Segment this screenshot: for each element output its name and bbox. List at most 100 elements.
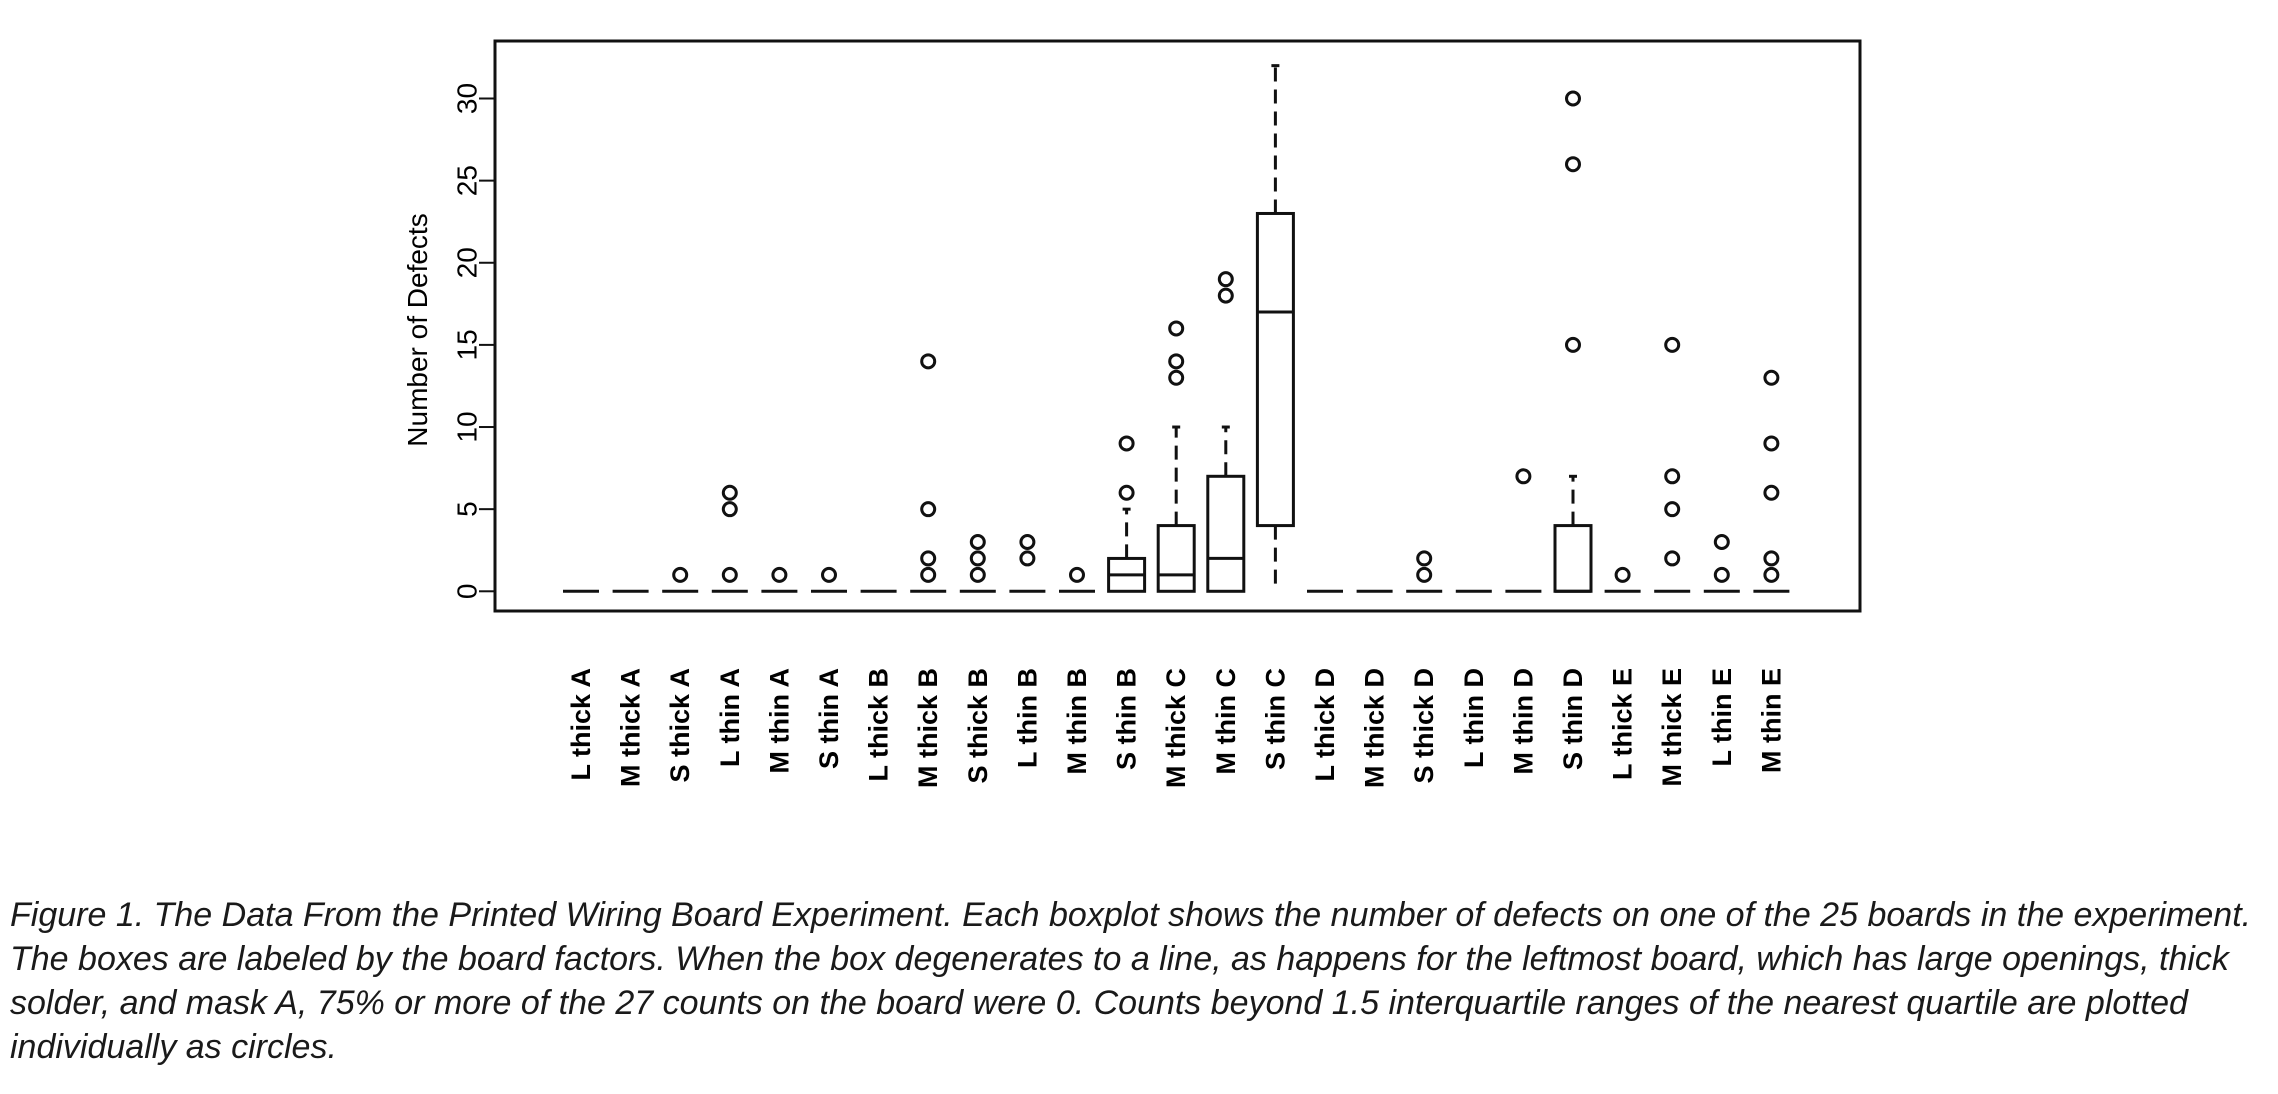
category-label: M thin E [1756, 668, 1786, 773]
figure-caption: Figure 1. The Data From the Printed Wiri… [10, 896, 2252, 1066]
boxplot-s-thin-b [1107, 435, 1147, 593]
category-label: S thin A [814, 668, 844, 769]
boxplot-s-thin-a [811, 566, 847, 593]
category-label: M thin B [1062, 668, 1092, 774]
outlier-point [1565, 156, 1581, 173]
outlier-point [1217, 271, 1234, 288]
y-tick-label: 30 [452, 83, 483, 114]
box [1156, 524, 1196, 593]
category-label: S thin C [1260, 668, 1290, 770]
category-label: M thick A [616, 668, 646, 787]
outlier-point [771, 566, 788, 583]
boxplot-m-thick-b [910, 353, 947, 593]
y-tick-label: 25 [452, 165, 483, 196]
outlier-point [721, 566, 738, 583]
category-label: S thick A [665, 668, 695, 783]
outlier-point [1664, 501, 1681, 518]
category-label: L thick E [1608, 668, 1638, 780]
boxplot-s-thick-d [1406, 550, 1443, 593]
outlier-point [1118, 484, 1135, 501]
outlier-point [1515, 468, 1532, 485]
outlier-point [1168, 369, 1185, 386]
box [1553, 524, 1593, 593]
outlier-point [920, 566, 937, 583]
outlier-point [1118, 435, 1135, 452]
outlier-point [969, 534, 986, 551]
outlier-point [969, 550, 986, 567]
category-label: L thick D [1310, 668, 1340, 782]
boxplot-m-thick-c [1156, 320, 1196, 593]
boxplot-m-thin-a [761, 566, 798, 593]
outlier-point [1713, 566, 1730, 583]
boxplot-s-thick-a [662, 566, 699, 593]
outlier-point [969, 566, 986, 583]
category-label: L thick A [566, 668, 596, 781]
boxplot-m-thin-d [1505, 468, 1542, 593]
outlier-point [1168, 320, 1185, 337]
category-label: L thin B [1012, 668, 1042, 768]
boxplot-chart: 0 5 10 15 20 25 30 Number of Defects L thick A… [402, 39, 1862, 788]
category-label: L thin A [715, 668, 745, 767]
outlier-point [672, 566, 689, 583]
boxplot-m-thick-e [1654, 336, 1691, 593]
outlier-point [1168, 353, 1185, 370]
boxplot-m-thin-e [1753, 369, 1790, 593]
outlier-point [721, 484, 738, 501]
outlier-point [1217, 287, 1234, 304]
category-label: M thick C [1161, 668, 1191, 788]
outlier-point [1565, 90, 1581, 107]
outlier-point [1565, 336, 1581, 353]
category-label: S thick B [963, 668, 993, 784]
category-label: L thin D [1459, 668, 1489, 768]
outlier-point [1664, 468, 1681, 485]
y-tick-label: 5 [452, 501, 483, 517]
box [1255, 211, 1295, 528]
boxplot-m-thin-c [1206, 271, 1246, 593]
box [1206, 474, 1246, 593]
outlier-point [1416, 550, 1433, 567]
category-label: S thin D [1558, 668, 1588, 770]
boxplot-s-thick-b [959, 534, 996, 593]
y-tick-label: 0 [452, 583, 483, 599]
outlier-point [1763, 550, 1780, 567]
outlier-point [1614, 566, 1631, 583]
outlier-point [1763, 566, 1780, 583]
boxplot-s-thin-d [1553, 90, 1593, 593]
category-label: M thin C [1211, 668, 1241, 774]
y-axis-label: Number of Defects [402, 213, 433, 446]
outlier-point [1713, 534, 1730, 551]
y-tick-label: 10 [452, 411, 483, 442]
y-tick-label: 20 [452, 247, 483, 278]
boxplot-l-thin-a [711, 484, 748, 593]
category-label: M thick B [913, 668, 943, 788]
outlier-point [1763, 435, 1780, 452]
boxplot-l-thin-e [1703, 534, 1740, 593]
outlier-point [1664, 550, 1681, 567]
category-label: L thick B [864, 668, 894, 782]
category-label: L thin E [1707, 668, 1737, 767]
outlier-point [1019, 550, 1036, 567]
outlier-point [920, 353, 937, 370]
category-labels: L thick A M thick A S thick A L thin A M thi… [566, 668, 1786, 788]
outlier-point [1763, 369, 1780, 386]
category-label: S thick D [1409, 668, 1439, 784]
category-label: M thin A [764, 668, 794, 773]
boxplot-s-thin-c [1255, 64, 1295, 592]
y-axis: 0 5 10 15 20 25 30 [452, 83, 496, 599]
boxplot-l-thin-b [1009, 534, 1046, 593]
outlier-point [920, 501, 937, 518]
outlier-point [721, 501, 738, 518]
category-label: M thin D [1508, 668, 1538, 774]
box-series [563, 64, 1790, 593]
outlier-point [1019, 534, 1036, 551]
outlier-point [821, 566, 837, 583]
outlier-point [920, 550, 937, 567]
category-label: M thick E [1657, 668, 1687, 787]
category-label: M thick D [1360, 668, 1390, 788]
outlier-point [1416, 566, 1433, 583]
outlier-point [1664, 336, 1681, 353]
y-tick-label: 15 [452, 329, 483, 360]
outlier-point [1763, 484, 1780, 501]
boxplot-m-thin-b [1059, 566, 1095, 593]
boxplot-l-thick-e [1604, 566, 1641, 593]
